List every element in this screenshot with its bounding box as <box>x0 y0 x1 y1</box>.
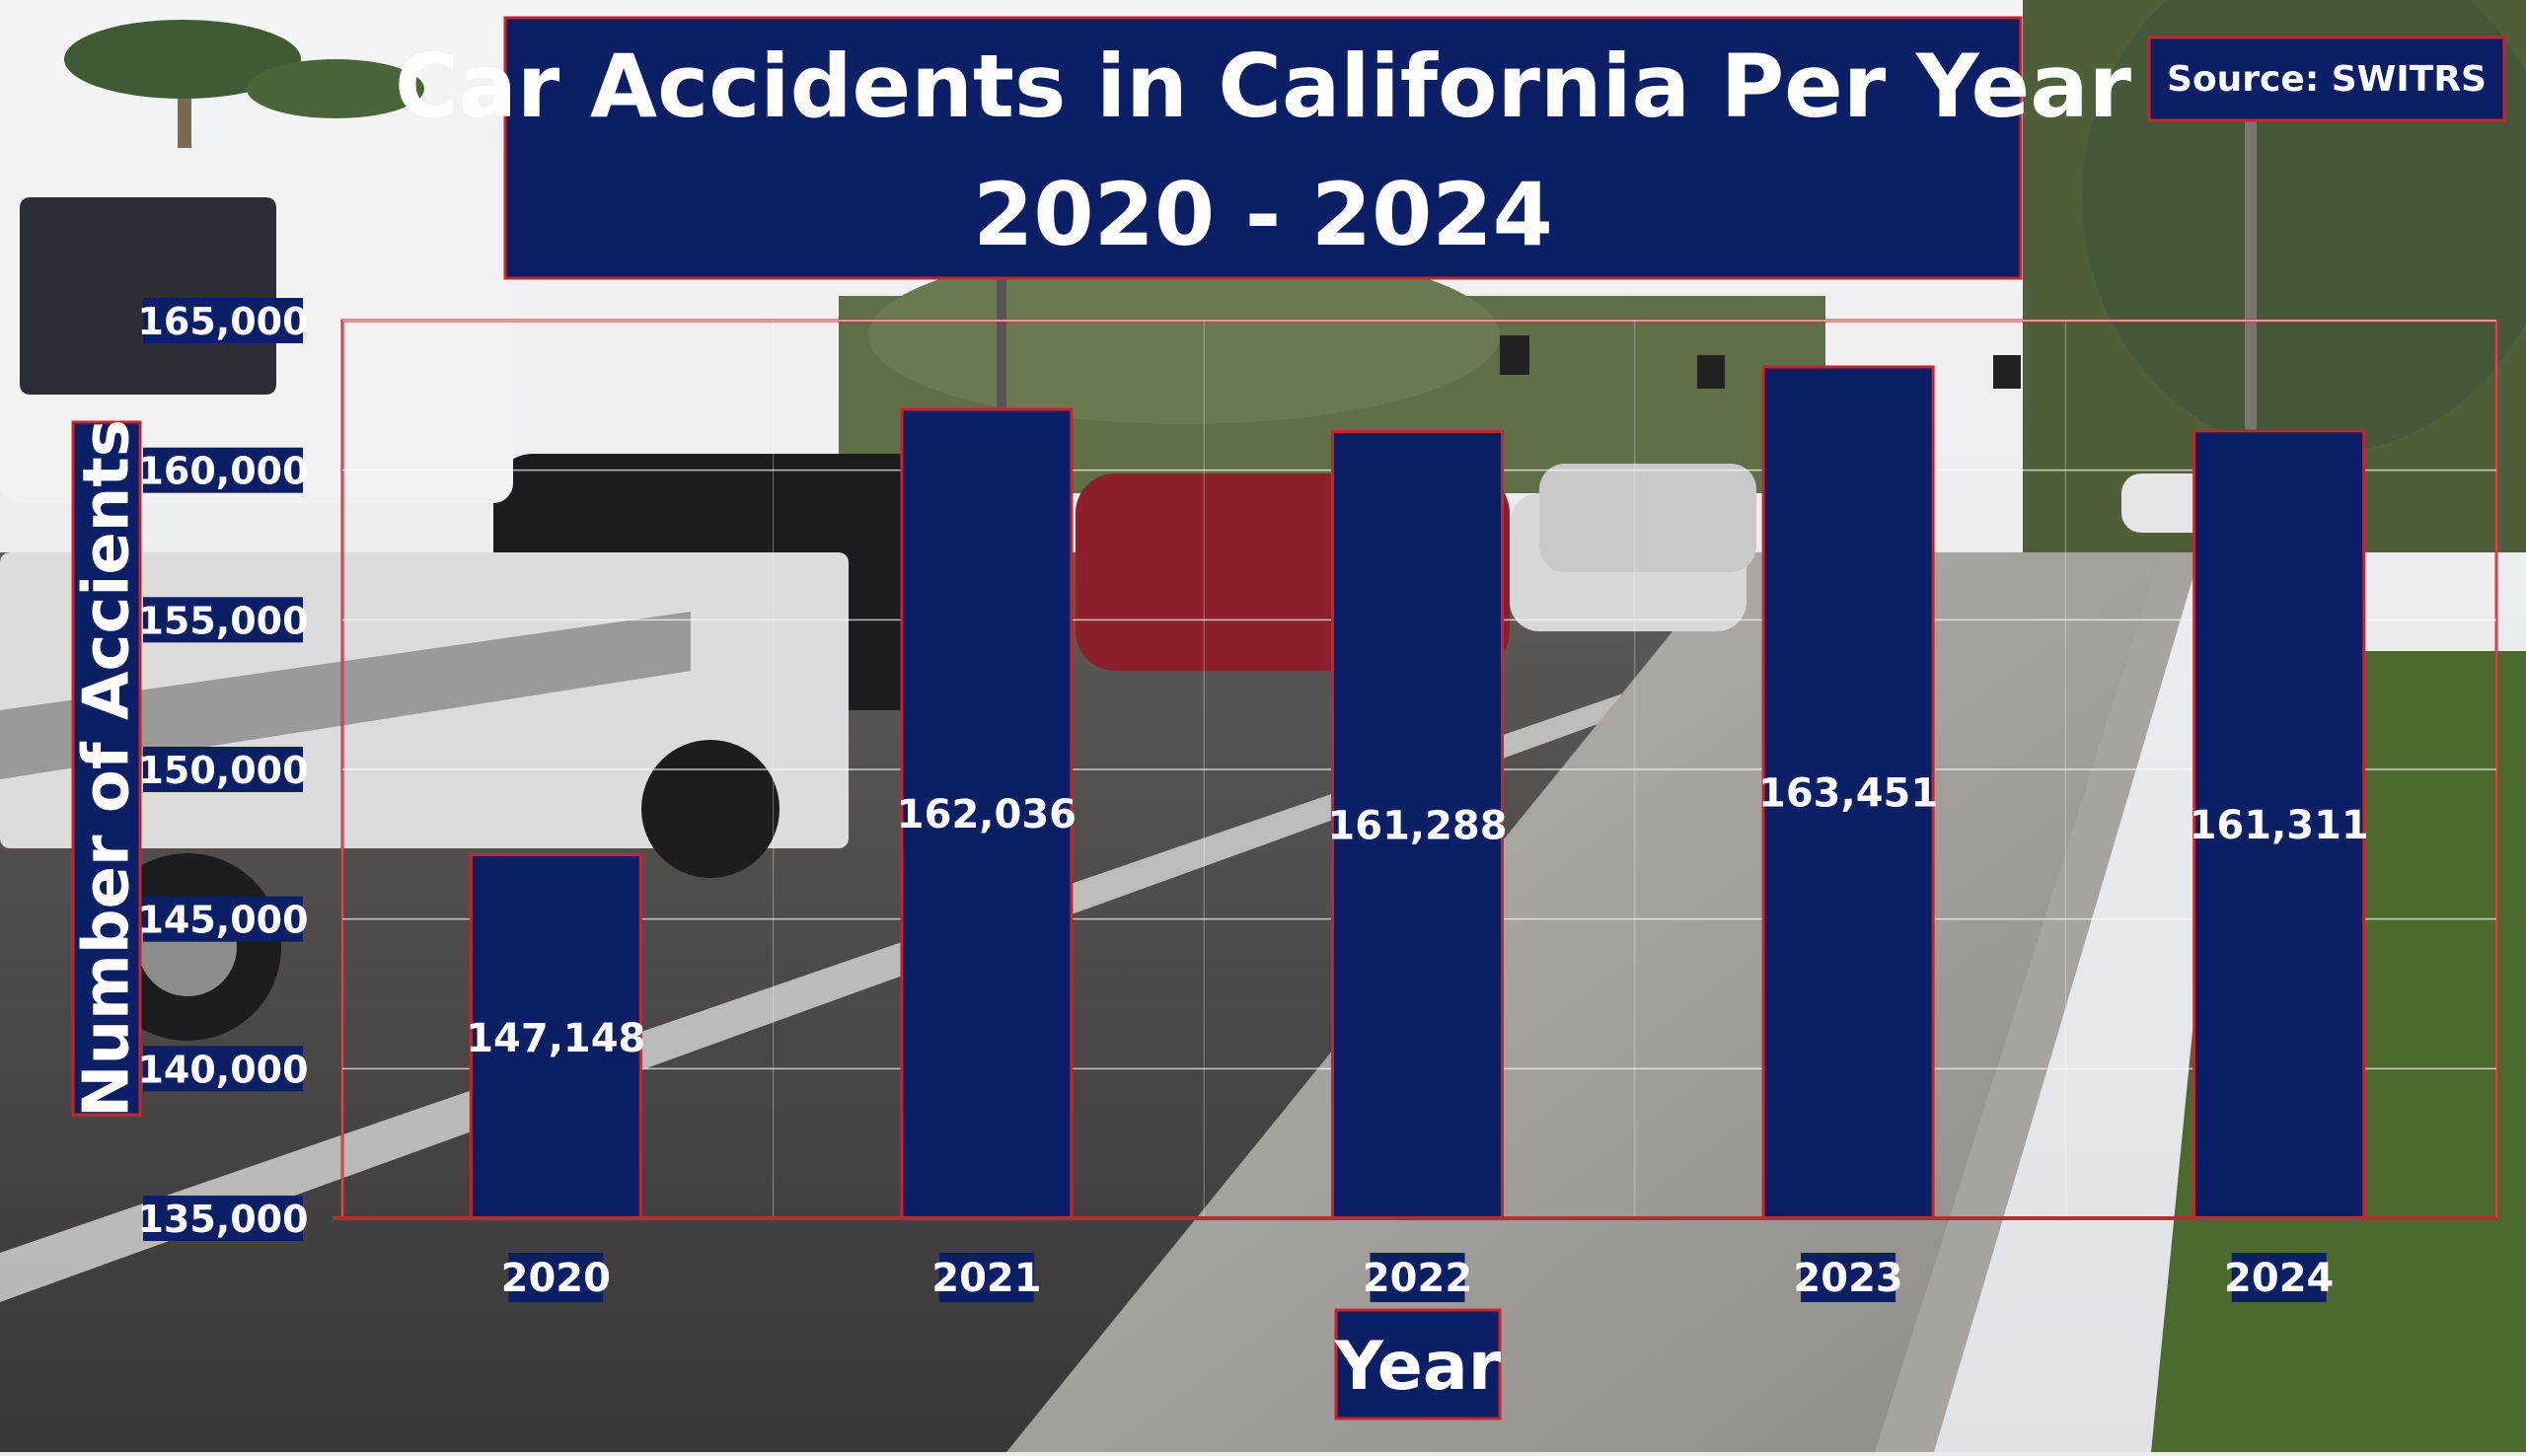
chart-subtitle: 2020 - 2024 <box>973 164 1553 265</box>
source-label: Source: SWITRS <box>2167 59 2487 100</box>
x-tick-label-bg <box>1370 1253 1465 1302</box>
x-tick-label: 2020 <box>501 1256 611 1301</box>
x-axis-label: Year <box>1334 1328 1502 1406</box>
x-tick-label: 2022 <box>1363 1256 1472 1301</box>
bar <box>1761 365 1935 1220</box>
x-tick-label: 2021 <box>931 1256 1041 1301</box>
bar-value-label: 162,036 <box>897 792 1077 837</box>
title-box: Car Accidents in California Per Year 202… <box>395 16 2132 280</box>
plot-area: 135,000 140,000 145,000 150,000 155,000 160,0… <box>137 298 2498 1302</box>
y-tick-label: 135,000 <box>137 1198 308 1241</box>
y-tick-label-bg <box>143 747 303 792</box>
y-tick-label-bg <box>143 896 303 942</box>
bar <box>469 853 642 1220</box>
y-tick-label: 145,000 <box>137 899 308 942</box>
y-tick-label-bg <box>143 447 303 493</box>
y-tick-label: 165,000 <box>137 300 308 343</box>
y-tick-label: 155,000 <box>137 599 308 642</box>
y-tick-label-bg <box>143 298 303 343</box>
x-tick-label-bg <box>2231 1253 2327 1302</box>
x-axis-label-box: Year <box>1334 1308 1502 1420</box>
source-box: Source: SWITRS <box>2147 36 2506 122</box>
bar <box>1331 430 1504 1220</box>
bar <box>900 407 1074 1220</box>
bar-value-label: 147,148 <box>466 1016 645 1061</box>
y-tick-label-bg <box>143 1196 303 1241</box>
y-tick-label: 140,000 <box>137 1048 308 1091</box>
y-tick-label: 150,000 <box>137 749 308 792</box>
x-tick-label: 2024 <box>2224 1256 2334 1301</box>
x-tick-label: 2023 <box>1793 1256 1902 1301</box>
bar-value-label: 161,288 <box>1327 803 1507 848</box>
chart-title: Car Accidents in California Per Year <box>395 36 2132 137</box>
y-axis-label: Number of Accients <box>71 419 144 1118</box>
y-tick-label-bg <box>143 597 303 643</box>
y-tick-label: 160,000 <box>137 450 308 493</box>
bar-value-label: 163,451 <box>1758 770 1938 816</box>
x-tick-label-bg <box>1801 1253 1896 1302</box>
y-axis-label-box: Number of Accients <box>71 419 144 1118</box>
y-tick-label-bg <box>143 1046 303 1092</box>
x-tick-label-bg <box>938 1253 1034 1302</box>
x-tick-label-bg <box>508 1253 604 1302</box>
bar-value-label: 161,311 <box>2190 803 2369 848</box>
